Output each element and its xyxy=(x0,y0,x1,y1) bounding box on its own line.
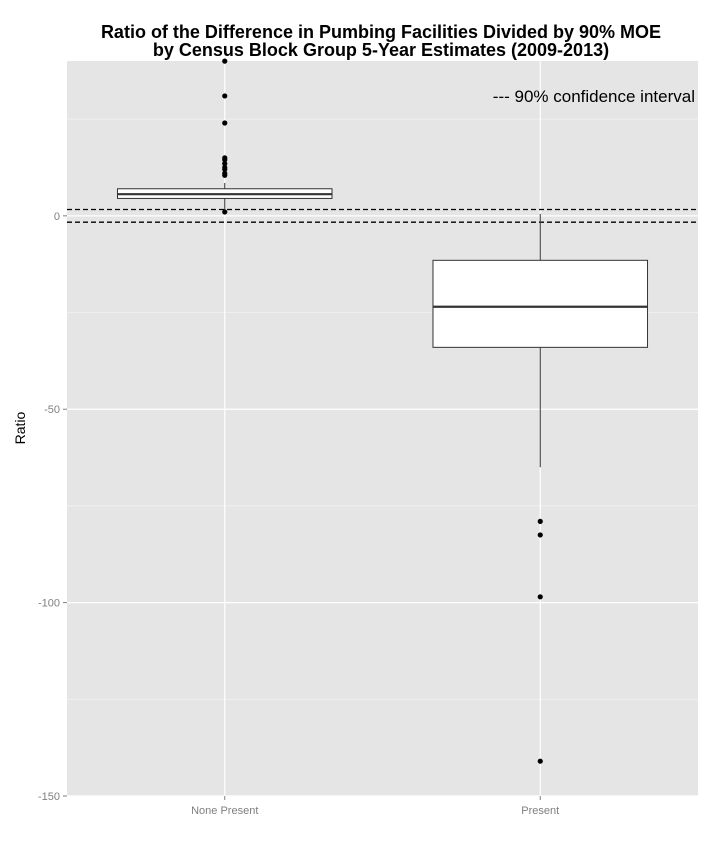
outlier-point xyxy=(222,161,228,167)
outlier-point xyxy=(222,172,228,178)
x-tick-label: None Present xyxy=(191,805,258,817)
boxes-layer xyxy=(116,182,649,468)
outlier-point xyxy=(537,594,543,600)
confidence-interval-annotation: --- 90% confidence interval xyxy=(493,87,695,106)
x-tick-label: Present xyxy=(521,805,559,817)
x-axis-ticks: None Present Present xyxy=(191,796,559,817)
plot-panel xyxy=(67,61,698,796)
chart-title-line-2: by Census Block Group 5-Year Estimates (… xyxy=(153,40,609,60)
reference-lines xyxy=(67,208,698,223)
outlier-point xyxy=(222,120,228,126)
box-iqr xyxy=(432,259,649,348)
y-tick-label: 0 xyxy=(54,211,60,223)
outlier-point xyxy=(222,157,228,163)
outlier-point xyxy=(222,93,228,99)
outlier-point xyxy=(222,209,228,215)
outlier-point xyxy=(537,758,543,764)
y-tick-label: -100 xyxy=(38,598,60,610)
outlier-point xyxy=(537,518,543,524)
outlier-point xyxy=(222,166,228,173)
outlier-point xyxy=(222,58,228,64)
y-tick-label: -50 xyxy=(44,404,60,416)
box-present xyxy=(432,213,649,468)
y-axis-ticks: 0 -50 -100 -150 xyxy=(38,211,67,803)
grid-layer xyxy=(67,61,698,797)
outlier-point xyxy=(537,532,543,538)
outliers-layer xyxy=(222,58,543,764)
y-tick-label: -150 xyxy=(38,791,60,803)
y-axis-label: Ratio xyxy=(12,411,28,444)
box-none-present xyxy=(116,182,333,212)
chart-title-line-1: Ratio of the Difference in Pumbing Facil… xyxy=(101,22,661,42)
